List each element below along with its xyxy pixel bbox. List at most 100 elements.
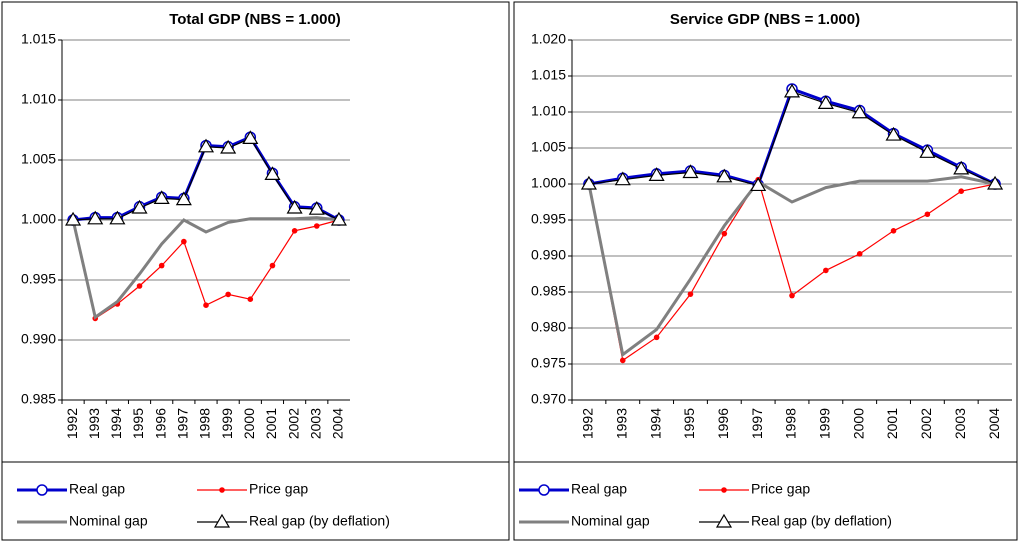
- x-tick-label: 1993: [86, 408, 102, 439]
- marker: [197, 138, 215, 153]
- marker: [817, 95, 834, 109]
- x-tick-label: 2001: [263, 408, 279, 439]
- x-tick-label: 1997: [749, 408, 765, 439]
- x-tick-label: 2003: [307, 408, 323, 439]
- y-tick-label: 1.000: [531, 175, 566, 191]
- marker: [136, 283, 143, 289]
- y-tick-label: 0.985: [531, 283, 566, 299]
- marker: [721, 230, 728, 237]
- marker: [220, 139, 237, 154]
- marker: [789, 292, 795, 299]
- marker: [242, 130, 259, 144]
- y-tick-label: 1.015: [531, 67, 566, 83]
- marker: [580, 175, 597, 190]
- y-tick-label: 0.990: [531, 247, 566, 263]
- marker: [330, 211, 347, 226]
- marker: [225, 291, 231, 298]
- y-tick-label: 1.020: [531, 31, 566, 47]
- marker: [175, 191, 192, 206]
- marker: [308, 201, 325, 215]
- series-line: [588, 87, 996, 187]
- y-tick-label: 1.005: [21, 151, 56, 167]
- marker: [721, 487, 727, 493]
- marker: [153, 190, 170, 204]
- x-tick-label: 2000: [241, 408, 257, 439]
- x-tick-label: 1995: [130, 408, 146, 439]
- marker: [715, 513, 733, 528]
- y-tick-label: 0.975: [531, 355, 566, 371]
- marker: [65, 211, 82, 226]
- marker: [958, 188, 965, 194]
- marker: [36, 484, 48, 496]
- marker: [919, 144, 936, 158]
- marker: [286, 199, 303, 214]
- legend-label: Nominal gap: [571, 513, 650, 529]
- x-tick-label: 1998: [783, 408, 799, 439]
- series-line: [587, 175, 996, 358]
- x-tick-label: 2001: [884, 408, 900, 439]
- marker: [313, 223, 320, 229]
- x-tick-label: 1992: [64, 408, 80, 439]
- marker: [648, 167, 665, 181]
- legend-label: Real gap: [571, 481, 627, 497]
- marker: [856, 251, 863, 257]
- marker: [219, 487, 225, 493]
- marker: [269, 262, 276, 269]
- legend-label: Price gap: [249, 481, 308, 497]
- marker: [538, 484, 550, 496]
- legend-label: Nominal gap: [69, 513, 148, 529]
- y-tick-label: 0.980: [531, 319, 566, 335]
- x-tick-label: 1994: [647, 408, 663, 439]
- y-tick-label: 0.995: [531, 211, 566, 227]
- marker: [181, 238, 187, 245]
- legend-label: Real gap (by deflation): [249, 513, 390, 529]
- marker: [682, 164, 699, 179]
- x-tick-label: 1994: [108, 408, 124, 439]
- marker: [291, 228, 298, 234]
- y-tick-label: 0.995: [21, 271, 56, 287]
- x-tick-label: 2002: [285, 408, 301, 439]
- y-tick-label: 1.010: [21, 91, 56, 107]
- marker: [653, 334, 660, 341]
- marker: [783, 83, 801, 98]
- x-tick-label: 2000: [850, 408, 866, 439]
- y-tick-label: 1.005: [531, 139, 566, 155]
- y-tick-label: 0.990: [21, 331, 56, 347]
- x-tick-label: 1996: [715, 408, 731, 439]
- y-tick-label: 1.000: [21, 211, 56, 227]
- marker: [247, 296, 254, 303]
- marker: [619, 357, 626, 364]
- marker: [687, 291, 694, 297]
- x-tick-label: 2004: [986, 408, 1002, 439]
- marker: [109, 210, 126, 225]
- x-tick-label: 1999: [219, 408, 235, 439]
- legend-label: Price gap: [751, 481, 810, 497]
- x-tick-label: 1996: [152, 408, 168, 439]
- series-line: [71, 216, 340, 320]
- x-tick-label: 2002: [918, 408, 934, 439]
- y-tick-label: 1.010: [531, 103, 566, 119]
- panel-border: [1, 1, 510, 541]
- marker: [890, 228, 897, 234]
- marker: [213, 513, 231, 528]
- x-tick-label: 1993: [613, 408, 629, 439]
- x-tick-label: 1999: [817, 408, 833, 439]
- y-tick-label: 0.985: [21, 391, 56, 407]
- x-tick-label: 1997: [175, 408, 191, 439]
- x-tick-label: 2004: [330, 408, 346, 439]
- x-tick-label: 1992: [580, 408, 596, 439]
- marker: [716, 168, 733, 183]
- marker: [885, 126, 902, 141]
- marker: [851, 104, 868, 119]
- x-tick-label: 2003: [952, 408, 968, 439]
- marker: [750, 177, 767, 192]
- marker: [987, 175, 1004, 190]
- marker: [87, 210, 104, 225]
- y-tick-label: 0.970: [531, 391, 566, 407]
- marker: [823, 267, 829, 274]
- marker: [614, 171, 631, 186]
- marker: [953, 160, 970, 175]
- marker: [924, 211, 931, 218]
